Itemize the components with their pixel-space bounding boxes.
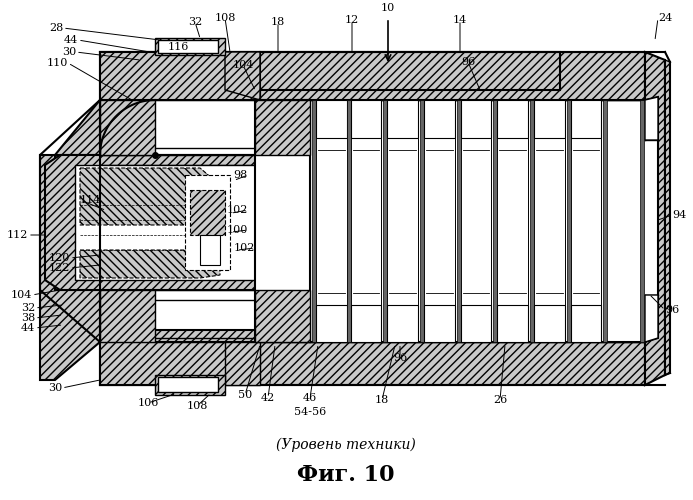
Text: Фиг. 10: Фиг. 10 bbox=[297, 464, 395, 486]
Polygon shape bbox=[351, 100, 381, 138]
Polygon shape bbox=[255, 100, 310, 342]
Polygon shape bbox=[100, 342, 260, 385]
Polygon shape bbox=[100, 52, 560, 100]
Text: 30: 30 bbox=[48, 383, 62, 393]
Polygon shape bbox=[645, 52, 665, 385]
Bar bbox=[158, 377, 218, 392]
Polygon shape bbox=[190, 190, 225, 235]
Text: 104: 104 bbox=[232, 60, 254, 70]
Text: 44: 44 bbox=[64, 35, 78, 45]
Text: (Уровень техники): (Уровень техники) bbox=[276, 438, 416, 452]
Polygon shape bbox=[100, 100, 155, 155]
Polygon shape bbox=[100, 52, 260, 100]
Polygon shape bbox=[200, 235, 220, 265]
Polygon shape bbox=[570, 305, 602, 342]
Text: 96: 96 bbox=[461, 57, 475, 67]
Polygon shape bbox=[498, 100, 528, 138]
Polygon shape bbox=[534, 305, 565, 342]
Bar bbox=[346, 100, 351, 342]
Polygon shape bbox=[424, 305, 455, 342]
Polygon shape bbox=[80, 250, 220, 278]
Text: 96: 96 bbox=[665, 305, 679, 315]
Polygon shape bbox=[155, 375, 225, 395]
Text: 32: 32 bbox=[188, 17, 202, 27]
Text: 104: 104 bbox=[10, 290, 32, 300]
Polygon shape bbox=[40, 100, 100, 380]
Bar bbox=[604, 100, 607, 342]
Polygon shape bbox=[645, 97, 658, 140]
Polygon shape bbox=[498, 305, 528, 342]
Text: 10: 10 bbox=[381, 3, 395, 13]
Text: 38: 38 bbox=[21, 313, 35, 323]
Polygon shape bbox=[534, 100, 565, 138]
Text: 94: 94 bbox=[672, 210, 686, 220]
Text: 28: 28 bbox=[49, 23, 63, 33]
Polygon shape bbox=[255, 100, 310, 155]
Text: 12: 12 bbox=[345, 15, 359, 25]
Text: 116: 116 bbox=[167, 42, 188, 52]
Polygon shape bbox=[260, 52, 645, 100]
Polygon shape bbox=[351, 305, 381, 342]
Bar bbox=[493, 100, 498, 342]
Text: 100: 100 bbox=[227, 225, 248, 235]
Polygon shape bbox=[665, 60, 670, 375]
Polygon shape bbox=[225, 342, 260, 385]
Polygon shape bbox=[424, 100, 455, 138]
Polygon shape bbox=[100, 290, 155, 342]
Text: 42: 42 bbox=[261, 393, 275, 403]
Text: 112: 112 bbox=[7, 230, 28, 240]
Polygon shape bbox=[80, 168, 220, 225]
Polygon shape bbox=[255, 290, 310, 342]
Text: 102: 102 bbox=[227, 205, 248, 215]
Bar bbox=[457, 100, 461, 342]
Polygon shape bbox=[45, 155, 260, 290]
Bar bbox=[420, 100, 424, 342]
Text: 108: 108 bbox=[214, 13, 236, 23]
Bar bbox=[312, 100, 316, 342]
Text: 26: 26 bbox=[493, 395, 507, 405]
Polygon shape bbox=[225, 52, 260, 100]
Polygon shape bbox=[645, 295, 658, 342]
Text: 14: 14 bbox=[453, 15, 467, 25]
Text: 50: 50 bbox=[238, 390, 252, 400]
Text: 24: 24 bbox=[658, 13, 672, 23]
Polygon shape bbox=[185, 175, 230, 270]
Text: 54-56: 54-56 bbox=[294, 407, 326, 417]
Text: 96: 96 bbox=[393, 353, 407, 363]
Text: 114: 114 bbox=[80, 195, 101, 205]
Polygon shape bbox=[387, 100, 418, 138]
Polygon shape bbox=[155, 38, 225, 55]
Bar bbox=[158, 40, 218, 53]
Text: 106: 106 bbox=[137, 398, 159, 408]
Polygon shape bbox=[316, 100, 346, 138]
Text: 18: 18 bbox=[271, 17, 285, 27]
Polygon shape bbox=[461, 100, 491, 138]
Text: 30: 30 bbox=[62, 47, 76, 57]
Text: 120: 120 bbox=[49, 253, 70, 263]
Polygon shape bbox=[100, 330, 645, 385]
Polygon shape bbox=[75, 165, 255, 280]
Text: 102: 102 bbox=[234, 243, 255, 253]
Bar bbox=[530, 100, 534, 342]
Bar bbox=[567, 100, 570, 342]
Polygon shape bbox=[316, 305, 346, 342]
Polygon shape bbox=[55, 155, 260, 290]
Text: 122: 122 bbox=[49, 263, 70, 273]
Text: 44: 44 bbox=[21, 323, 35, 333]
Text: 108: 108 bbox=[186, 401, 208, 411]
Text: 32: 32 bbox=[21, 303, 35, 313]
Text: 46: 46 bbox=[303, 393, 317, 403]
Polygon shape bbox=[387, 305, 418, 342]
Bar bbox=[640, 100, 644, 342]
Text: 110: 110 bbox=[46, 58, 68, 68]
Polygon shape bbox=[461, 305, 491, 342]
Text: 98: 98 bbox=[234, 170, 248, 180]
Polygon shape bbox=[570, 100, 602, 138]
Text: 18: 18 bbox=[375, 395, 389, 405]
Bar bbox=[383, 100, 387, 342]
